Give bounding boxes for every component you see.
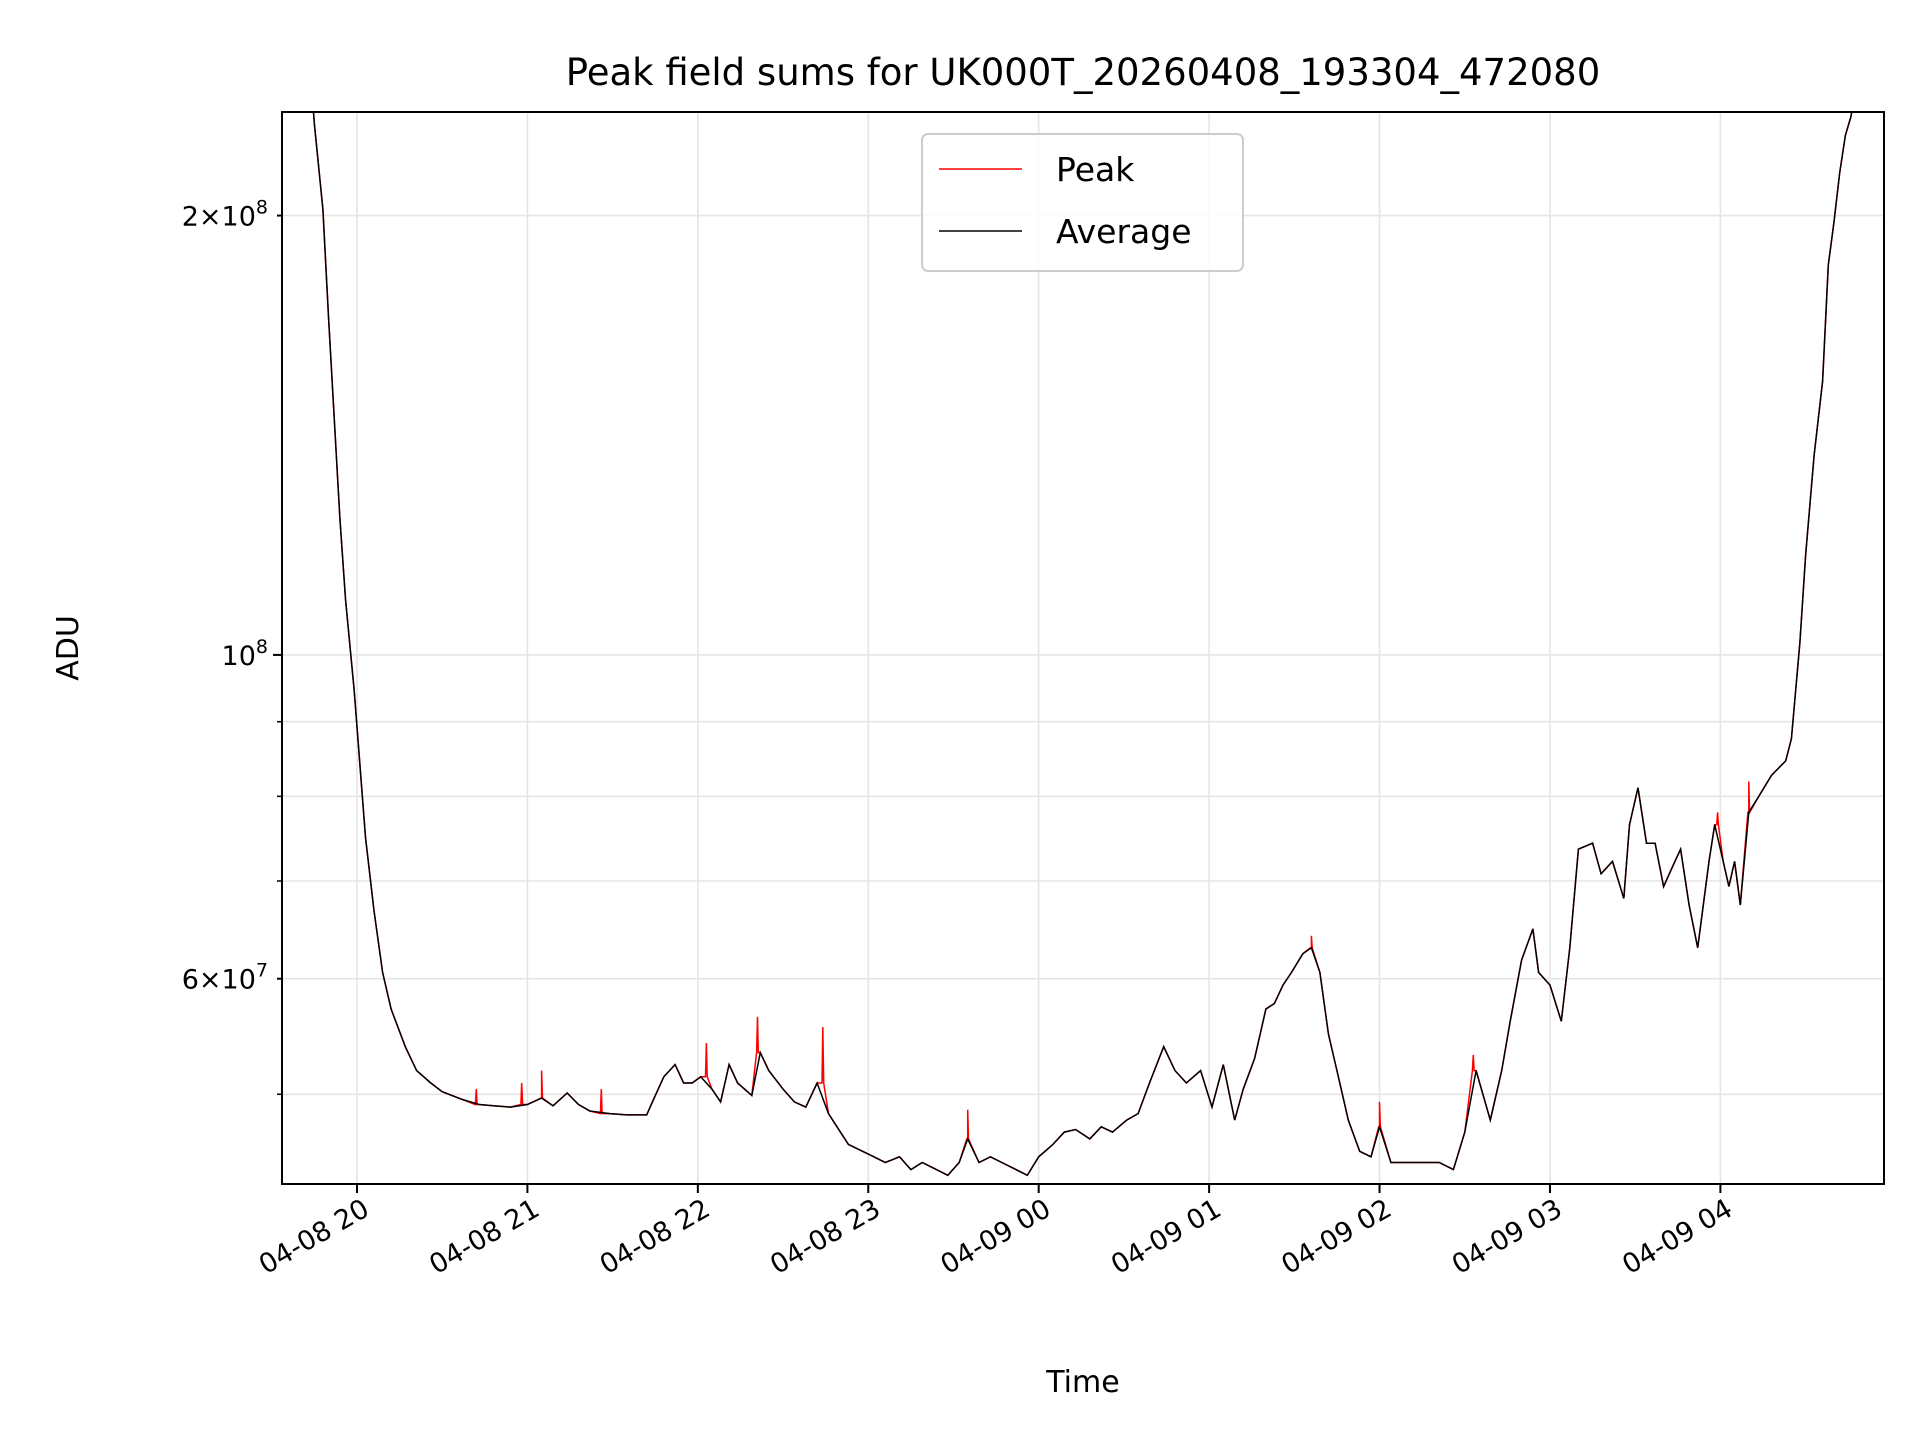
legend-average-label: Average: [1056, 212, 1192, 251]
y-tick-label: 108: [222, 636, 268, 672]
average-series-line: [312, 112, 1853, 1177]
x-tick-label: 04-09 03: [1447, 1193, 1568, 1281]
axes-frame: [281, 111, 1885, 1185]
legend: Peak Average: [921, 133, 1244, 272]
y-axis-ticks: 2×108 108 6×107: [182, 197, 282, 1096]
y-axis-label: ADU: [51, 615, 86, 681]
legend-peak-label: Peak: [1056, 150, 1135, 189]
plot-lines: [312, 112, 1853, 1177]
x-tick-label: 04-09 02: [1276, 1193, 1397, 1281]
x-tick-label: 04-08 22: [595, 1193, 716, 1281]
chart-title: Peak field sums for UK000T_20260408_1933…: [566, 51, 1601, 94]
x-tick-label: 04-08 21: [424, 1193, 545, 1281]
x-tick-label: 04-09 04: [1617, 1193, 1738, 1281]
x-axis-ticks: 04-08 20 04-08 21 04-08 22 04-08 23 04-09 00…: [254, 1184, 1738, 1281]
y-tick-label: 2×108: [182, 197, 268, 233]
x-tick-label: 04-09 00: [936, 1193, 1057, 1281]
x-tick-label: 04-08 23: [765, 1193, 886, 1281]
x-tick-label: 04-08 20: [254, 1193, 375, 1281]
x-tick-label: 04-09 01: [1106, 1193, 1227, 1281]
grid: [282, 112, 1884, 1184]
y-tick-label: 6×107: [182, 960, 268, 996]
x-axis-label: Time: [1045, 1365, 1119, 1400]
